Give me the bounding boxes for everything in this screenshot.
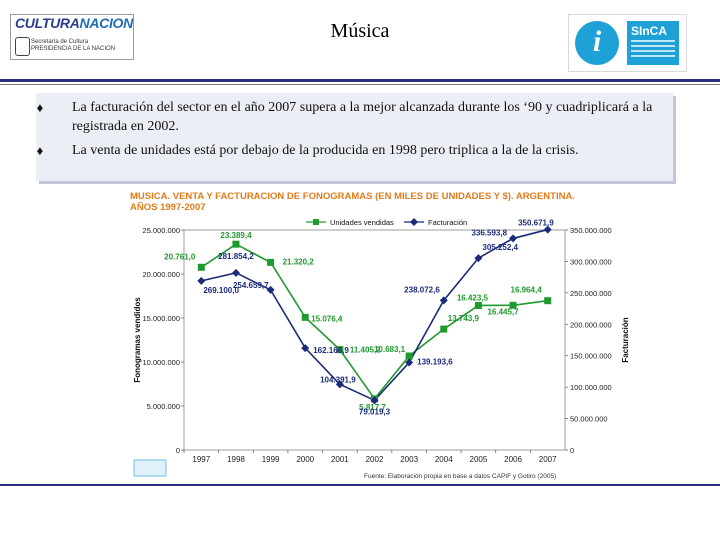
units-point bbox=[509, 301, 517, 309]
units-point bbox=[544, 297, 552, 305]
units-data-label: 16.423,5 bbox=[457, 293, 489, 302]
units-data-label: 13.743,9 bbox=[448, 314, 480, 323]
units-data-label: 23.389,4 bbox=[220, 231, 252, 240]
revenue-point bbox=[197, 276, 206, 285]
units-data-label: 21.320,2 bbox=[283, 257, 315, 266]
units-data-label: 10.683,1 bbox=[374, 345, 406, 354]
y-right-tick-label: 50.000.000 bbox=[570, 415, 608, 424]
units-point bbox=[474, 301, 482, 309]
revenue-point bbox=[266, 285, 275, 294]
units-data-label: 5.817,7 bbox=[359, 403, 386, 412]
y-right-axis-title: Facturación bbox=[621, 317, 630, 362]
source-logo bbox=[133, 459, 167, 477]
revenue-point bbox=[439, 296, 448, 305]
revenue-data-label: 350.671,9 bbox=[518, 219, 554, 228]
y-right-tick-label: 350.000.000 bbox=[570, 226, 612, 235]
chart-title: MUSICA. VENTA Y FACTURACION DE FONOGRAMA… bbox=[130, 191, 575, 213]
chart-svg: 0 5.000.000 10.000.000 15.000.000 20.000.000… bbox=[133, 218, 630, 480]
y-right-tick-label: 150.000.000 bbox=[570, 352, 612, 361]
units-point bbox=[405, 352, 413, 360]
logo-brand: CULTURANACION bbox=[11, 15, 133, 31]
x-tick-label: 1997 bbox=[192, 455, 210, 464]
units-data-label: 11.405,2 bbox=[350, 346, 381, 355]
units-point bbox=[267, 258, 275, 266]
bullet-text: La venta de unidades está por debajo de … bbox=[72, 143, 579, 158]
diamond-bullet-icon: ♦ bbox=[36, 143, 44, 158]
y-right-tick-label: 200.000.000 bbox=[570, 320, 612, 329]
y-left-tick-label: 15.000.000 bbox=[142, 314, 180, 323]
argentina-seal-icon bbox=[15, 37, 30, 56]
cultura-nacion-logo: CULTURANACION Secretaría de Cultura PRES… bbox=[10, 14, 134, 60]
x-tick-label: 1999 bbox=[262, 455, 280, 464]
source-note: Fuente: Elaboración propia en base a dat… bbox=[364, 473, 556, 480]
x-tick-label: 2005 bbox=[470, 455, 488, 464]
revenue-data-label: 254.659,7 bbox=[233, 281, 269, 290]
revenue-point bbox=[405, 358, 414, 367]
y-right-tick-label: 250.000.000 bbox=[570, 289, 612, 298]
bullet-text: La facturación del sector en el año 2007… bbox=[72, 100, 653, 134]
y-left-axis-title: Fonogramas vendidos bbox=[133, 297, 142, 383]
units-point bbox=[301, 313, 309, 321]
revenue-data-label: 305.252,4 bbox=[482, 243, 518, 252]
y-left-tick-label: 0 bbox=[176, 446, 180, 455]
revenue-data-label: 79.019,3 bbox=[359, 407, 391, 416]
y-left-tick-label: 20.000.000 bbox=[142, 270, 180, 279]
units-point bbox=[197, 263, 205, 271]
revenue-point bbox=[509, 234, 518, 243]
revenue-point bbox=[335, 380, 344, 389]
legend-square-marker bbox=[313, 219, 319, 225]
logo-subtitle: Secretaría de Cultura PRESIDENCIA DE LA … bbox=[31, 39, 116, 52]
x-tick-label: 2003 bbox=[400, 455, 418, 464]
bullet-box: ♦ La facturación del sector en el año 20… bbox=[36, 93, 673, 181]
y-left-tick-label: 25.000.000 bbox=[142, 226, 180, 235]
chart-container: MUSICA. VENTA Y FACTURACION DE FONOGRAMA… bbox=[128, 190, 638, 482]
revenue-data-label: 238.072,6 bbox=[404, 285, 440, 294]
y-left-tick-label: 5.000.000 bbox=[147, 402, 180, 411]
y-right-tick-label: 100.000.000 bbox=[570, 383, 612, 392]
y-left-tick-label: 10.000.000 bbox=[142, 358, 180, 367]
x-tick-label: 2002 bbox=[366, 455, 384, 464]
header-divider-thin bbox=[0, 84, 720, 85]
x-tick-label: 2000 bbox=[296, 455, 314, 464]
diamond-bullet-icon: ♦ bbox=[36, 100, 44, 115]
y-right-tick-label: 0 bbox=[570, 446, 574, 455]
revenue-point bbox=[301, 344, 310, 353]
revenue-data-label: 336.593,8 bbox=[471, 228, 507, 237]
sinca-badge: SInCA bbox=[627, 21, 679, 65]
revenue-point bbox=[231, 268, 240, 277]
sinca-subtitle-lines bbox=[631, 40, 675, 60]
footer-divider bbox=[0, 484, 720, 486]
y-right-tick-label: 300.000.000 bbox=[570, 257, 612, 266]
units-point bbox=[232, 240, 240, 248]
page-title: Música bbox=[330, 20, 390, 42]
revenue-point bbox=[543, 225, 552, 234]
units-point bbox=[336, 346, 344, 354]
x-tick-label: 2006 bbox=[504, 455, 522, 464]
x-tick-label: 2004 bbox=[435, 455, 453, 464]
sinca-logo: i SInCA bbox=[568, 14, 687, 72]
x-tick-label: 1998 bbox=[227, 455, 245, 464]
units-data-label: 16.445,7 bbox=[487, 307, 519, 316]
legend-label: Facturación bbox=[428, 218, 467, 227]
units-data-label: 16.964,4 bbox=[511, 286, 543, 295]
header-divider bbox=[0, 79, 720, 82]
units-point bbox=[440, 325, 448, 333]
legend-label: Unidades vendidas bbox=[330, 218, 394, 227]
revenue-point bbox=[474, 254, 483, 263]
revenue-data-label: 104.391,9 bbox=[320, 375, 356, 384]
units-data-label: 15.076,4 bbox=[311, 314, 343, 323]
plot-area bbox=[183, 229, 566, 451]
x-tick-label: 2001 bbox=[331, 455, 349, 464]
revenue-data-label: 281.854,2 bbox=[218, 252, 254, 261]
revenue-point bbox=[370, 396, 379, 405]
revenue-data-label: 269.100,0 bbox=[203, 286, 239, 295]
revenue-data-label: 139.193,6 bbox=[417, 358, 453, 367]
series-line-units bbox=[200, 243, 548, 401]
legend-diamond-marker bbox=[410, 218, 418, 226]
x-tick-label: 2007 bbox=[539, 455, 557, 464]
units-data-label: 20.761,0 bbox=[164, 252, 196, 261]
info-icon: i bbox=[575, 21, 619, 65]
revenue-data-label: 162.166,9 bbox=[313, 346, 349, 355]
